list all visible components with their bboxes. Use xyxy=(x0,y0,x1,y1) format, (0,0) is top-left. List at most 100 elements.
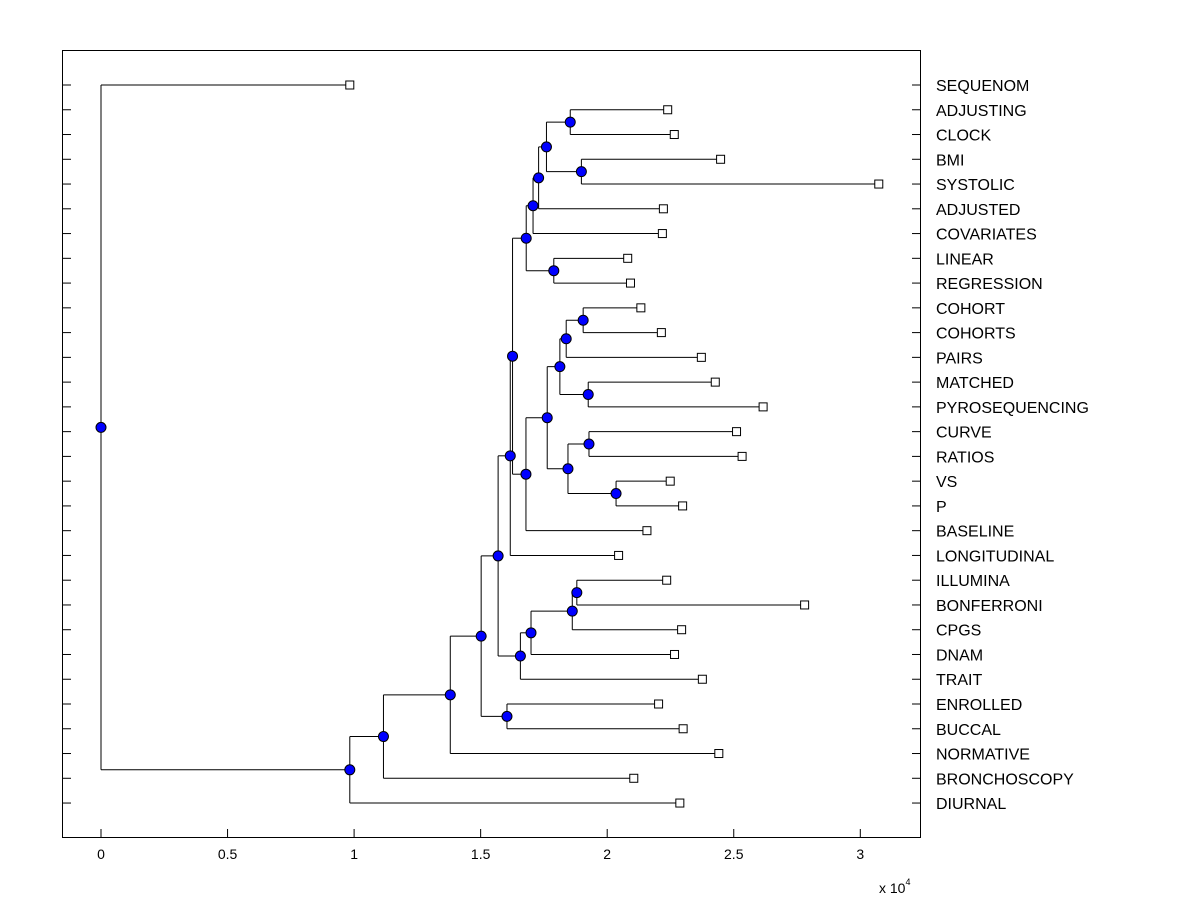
leaf-square-marker xyxy=(654,699,664,709)
leaf-label: SEQUENOM xyxy=(936,78,1029,95)
leaf-square-marker xyxy=(697,674,707,684)
merge-node-marker xyxy=(444,689,456,701)
leaf-square-marker xyxy=(629,773,639,783)
merge-node-marker xyxy=(566,605,578,617)
leaf-square-marker xyxy=(677,625,687,635)
merge-node-marker xyxy=(344,764,356,776)
x-axis-multiplier: x 104 xyxy=(879,877,910,896)
merge-node-marker xyxy=(520,232,532,244)
merge-node-marker xyxy=(560,333,572,345)
x-axis-multiplier-base: x 10 xyxy=(879,880,906,896)
leaf-label: BONFERRONI xyxy=(936,598,1043,615)
leaf-square-marker xyxy=(758,402,768,412)
leaf-label: DIURNAL xyxy=(936,796,1006,813)
merge-node-marker xyxy=(610,488,622,500)
merge-node-marker xyxy=(525,627,537,639)
leaf-square-marker xyxy=(678,501,688,511)
x-tick-label: 3 xyxy=(856,846,864,862)
leaf-square-marker xyxy=(874,179,884,189)
leaf-label: LINEAR xyxy=(936,251,994,268)
merge-node-marker xyxy=(514,650,526,662)
leaf-label: LONGITUDINAL xyxy=(936,548,1054,565)
leaf-square-marker xyxy=(625,278,635,288)
leaf-square-marker xyxy=(623,253,633,263)
leaf-square-marker xyxy=(642,526,652,536)
leaf-label: RATIOS xyxy=(936,449,994,466)
leaf-square-marker xyxy=(714,749,724,759)
leaf-label: ENROLLED xyxy=(936,697,1022,714)
merge-node-marker xyxy=(554,361,566,373)
merge-node-marker xyxy=(507,350,519,362)
x-tick-label: 2.5 xyxy=(724,846,744,862)
leaf-label: VS xyxy=(936,474,957,491)
merge-node-marker xyxy=(501,710,513,722)
leaf-label: DNAM xyxy=(936,647,983,664)
merge-node-marker xyxy=(571,587,583,599)
merge-node-marker xyxy=(492,550,504,562)
merge-node-marker xyxy=(583,438,595,450)
leaf-square-marker xyxy=(662,575,672,585)
x-tick-label: 1 xyxy=(350,846,358,862)
merge-node-marker xyxy=(541,412,553,424)
merge-node-marker xyxy=(548,265,560,277)
merge-node-markers xyxy=(95,116,622,776)
x-axis-tick-labels: 0 0.5 1 1.5 2 2.5 3 xyxy=(97,846,864,862)
x-tick-label: 1.5 xyxy=(471,846,491,862)
leaf-labels: SEQUENOM ADJUSTING CLOCK BMI SYSTOLIC ADJUSTE… xyxy=(936,78,1089,813)
x-tick-label: 0 xyxy=(97,846,105,862)
leaf-label: SYSTOLIC xyxy=(936,177,1015,194)
leaf-square-marker xyxy=(663,105,673,115)
x-axis-ticks xyxy=(100,829,861,837)
leaf-square-marker xyxy=(658,204,668,214)
leaf-label: CPGS xyxy=(936,623,981,640)
leaf-label: BASELINE xyxy=(936,524,1014,541)
x-axis-multiplier-exponent: 4 xyxy=(905,877,910,887)
leaf-label: COVARIATES xyxy=(936,227,1037,244)
leaf-label: CURVE xyxy=(936,425,992,442)
leaf-square-marker xyxy=(614,550,624,560)
leaf-label: COHORT xyxy=(936,301,1005,318)
leaf-label: NORMATIVE xyxy=(936,747,1030,764)
leaf-square-marker xyxy=(669,130,679,140)
leaf-square-marker xyxy=(800,600,810,610)
merge-node-marker xyxy=(533,172,545,184)
merge-node-marker xyxy=(527,200,539,212)
merge-node-marker xyxy=(95,421,107,433)
leaf-label: MATCHED xyxy=(936,375,1014,392)
leaf-label: ADJUSTING xyxy=(936,103,1027,120)
leaf-label: ILLUMINA xyxy=(936,573,1010,590)
leaf-label: CLOCK xyxy=(936,128,991,145)
leaf-square-marker xyxy=(665,476,675,486)
merge-node-marker xyxy=(562,463,574,475)
leaf-square-marker xyxy=(670,649,680,659)
leaf-square-marker xyxy=(657,229,667,239)
leaf-square-marker xyxy=(737,451,747,461)
merge-node-marker xyxy=(377,731,389,743)
leaf-square-marker xyxy=(696,352,706,362)
leaf-square-marker xyxy=(345,80,355,90)
leaf-label: PYROSEQUENCING xyxy=(936,400,1089,417)
leaf-square-marker xyxy=(656,328,666,338)
leaf-square-marker xyxy=(716,154,726,164)
leaf-label: BMI xyxy=(936,152,964,169)
leaf-label: P xyxy=(936,499,947,516)
plot-area xyxy=(62,50,921,838)
leaf-square-marker xyxy=(636,303,646,313)
leaf-label: BUCCAL xyxy=(936,722,1001,739)
merge-node-marker xyxy=(520,468,532,480)
merge-node-marker xyxy=(575,166,587,178)
leaf-label: PAIRS xyxy=(936,350,983,367)
leaf-label: REGRESSION xyxy=(936,276,1043,293)
leaf-square-marker xyxy=(675,798,685,808)
leaf-label: ADJUSTED xyxy=(936,202,1020,219)
merge-node-marker xyxy=(577,314,589,326)
leaf-square-marker xyxy=(678,724,688,734)
leaf-label: BRONCHOSCOPY xyxy=(936,771,1074,788)
merge-node-marker xyxy=(475,630,487,642)
merge-node-marker xyxy=(504,450,516,462)
leaf-label: TRAIT xyxy=(936,672,982,689)
merge-node-marker xyxy=(540,141,552,153)
merge-node-marker xyxy=(582,389,594,400)
x-tick-label: 0.5 xyxy=(218,846,238,862)
